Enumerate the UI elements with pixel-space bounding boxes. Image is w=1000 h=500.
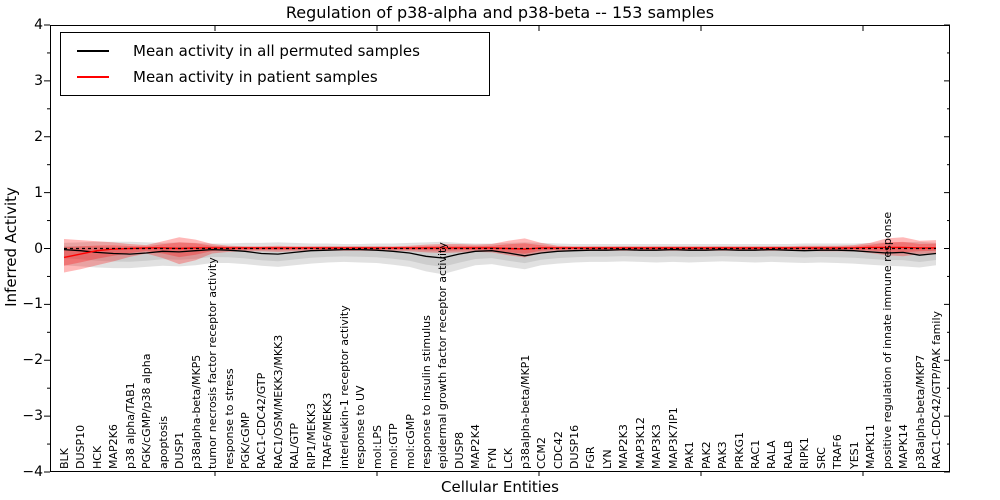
x-category-label: response to insulin stimulus: [419, 315, 433, 469]
x-category-label: SRC: [814, 447, 828, 469]
x-category-label: CDC42: [551, 431, 565, 469]
x-category-label: p38alpha-beta/MKP1: [518, 354, 532, 469]
x-category-label: mol:cGMP: [403, 414, 417, 469]
x-category-label: LYN: [600, 449, 614, 469]
patient-confidence-band-outer: [64, 237, 936, 273]
x-category-label: RALA: [765, 440, 779, 469]
x-category-label: MAPK14: [897, 424, 911, 469]
x-category-label: PGK/cGMP: [238, 412, 252, 469]
legend-label-permuted: Mean activity in all permuted samples: [133, 41, 420, 60]
x-category-label: MAP2K3: [617, 424, 631, 469]
x-axis-label: Cellular Entities: [441, 478, 559, 496]
x-category-label: PRKG1: [732, 431, 746, 469]
x-category-label: response to UV: [354, 385, 368, 469]
legend: Mean activity in all permuted samples Me…: [60, 32, 490, 96]
y-tick-label: −3: [22, 408, 43, 425]
x-category-label: RAC1: [749, 439, 763, 469]
x-category-label: MAP3K7IP1: [666, 407, 680, 469]
permuted-mean-line: [63, 248, 937, 259]
x-category-label: positive regulation of innate immune res…: [880, 211, 894, 469]
legend-line-patient-icon: [77, 76, 109, 79]
x-category-label: CCM2: [535, 437, 549, 469]
x-category-label: MAP3K12: [633, 417, 647, 469]
x-category-label: response to stress: [222, 368, 236, 469]
x-category-label: interleukin-1 receptor activity: [337, 305, 351, 469]
legend-label-patient: Mean activity in patient samples: [133, 68, 378, 87]
x-category-label: DUSP10: [74, 424, 88, 469]
x-category-label: LCK: [502, 447, 516, 469]
x-category-label: YES1: [847, 441, 861, 469]
x-category-label: DUSP8: [452, 431, 466, 469]
legend-line-permuted-icon: [77, 49, 109, 52]
chart-title: Regulation of p38-alpha and p38-beta -- …: [285, 3, 715, 22]
y-tick-label: −4: [22, 464, 43, 480]
x-category-label: MAP2K6: [107, 424, 121, 469]
x-category-label: TRAF6: [831, 434, 845, 469]
y-tick-label: 2: [34, 128, 43, 145]
x-category-label: PGK/cGMP/p38 alpha: [140, 353, 154, 469]
x-category-label: MAPK11: [864, 424, 878, 469]
x-category-label: MAP2K4: [469, 424, 483, 469]
x-category-label: MAP3K3: [650, 424, 664, 469]
x-category-label: RAL/GTP: [288, 422, 302, 469]
axis-ticks: [44, 24, 950, 476]
permuted-confidence-band-inner: [64, 245, 936, 267]
y-tick-label: −2: [22, 352, 43, 369]
x-category-label: DUSP16: [568, 424, 582, 469]
x-category-label: epidermal growth factor receptor activit…: [436, 242, 450, 469]
x-category-label: p38alpha-beta/MKP5: [189, 354, 203, 469]
y-tick-label: −1: [22, 296, 43, 313]
x-category-label: DUSP1: [173, 431, 187, 469]
x-category-label: RIP1/MEKK3: [304, 402, 318, 469]
legend-entry-patient: Mean activity in patient samples: [77, 68, 489, 86]
x-category-label: mol:GTP: [387, 423, 401, 469]
y-tick-label: 4: [34, 17, 43, 33]
y-tick-label: 0: [34, 240, 43, 257]
x-category-label: p38 alpha/TAB1: [123, 382, 137, 469]
y-tick-label: 3: [34, 72, 43, 89]
legend-entry-permuted: Mean activity in all permuted samples: [77, 42, 489, 60]
x-category-label: TRAF6/MEKK3: [321, 392, 335, 469]
x-category-label: PAK1: [683, 441, 697, 469]
x-category-label: mol:LPS: [370, 425, 384, 469]
x-category-label: apoptosis: [156, 416, 170, 469]
x-category-label: RAC1/OSM/MEKK3/MKK3: [271, 334, 285, 469]
x-category-label: FYN: [485, 447, 499, 469]
x-category-label: RIPK1: [798, 437, 812, 469]
x-category-label: RAC1-CDC42/GTP: [255, 372, 269, 469]
x-category-label: BLK: [58, 448, 71, 469]
x-category-label: PAK2: [699, 441, 713, 469]
x-category-label: p38alpha-beta/MKP7: [913, 354, 927, 469]
x-category-label: HCK: [90, 445, 104, 469]
x-category-label: RAC1-CDC42/GTP/PAK family: [930, 310, 943, 469]
x-category-label: PAK3: [716, 441, 730, 469]
x-category-label: RALB: [781, 440, 795, 469]
x-category-label: FGR: [584, 446, 598, 470]
x-category-label: tumor necrosis factor receptor activity: [206, 257, 220, 469]
y-tick-label: 1: [34, 184, 43, 201]
